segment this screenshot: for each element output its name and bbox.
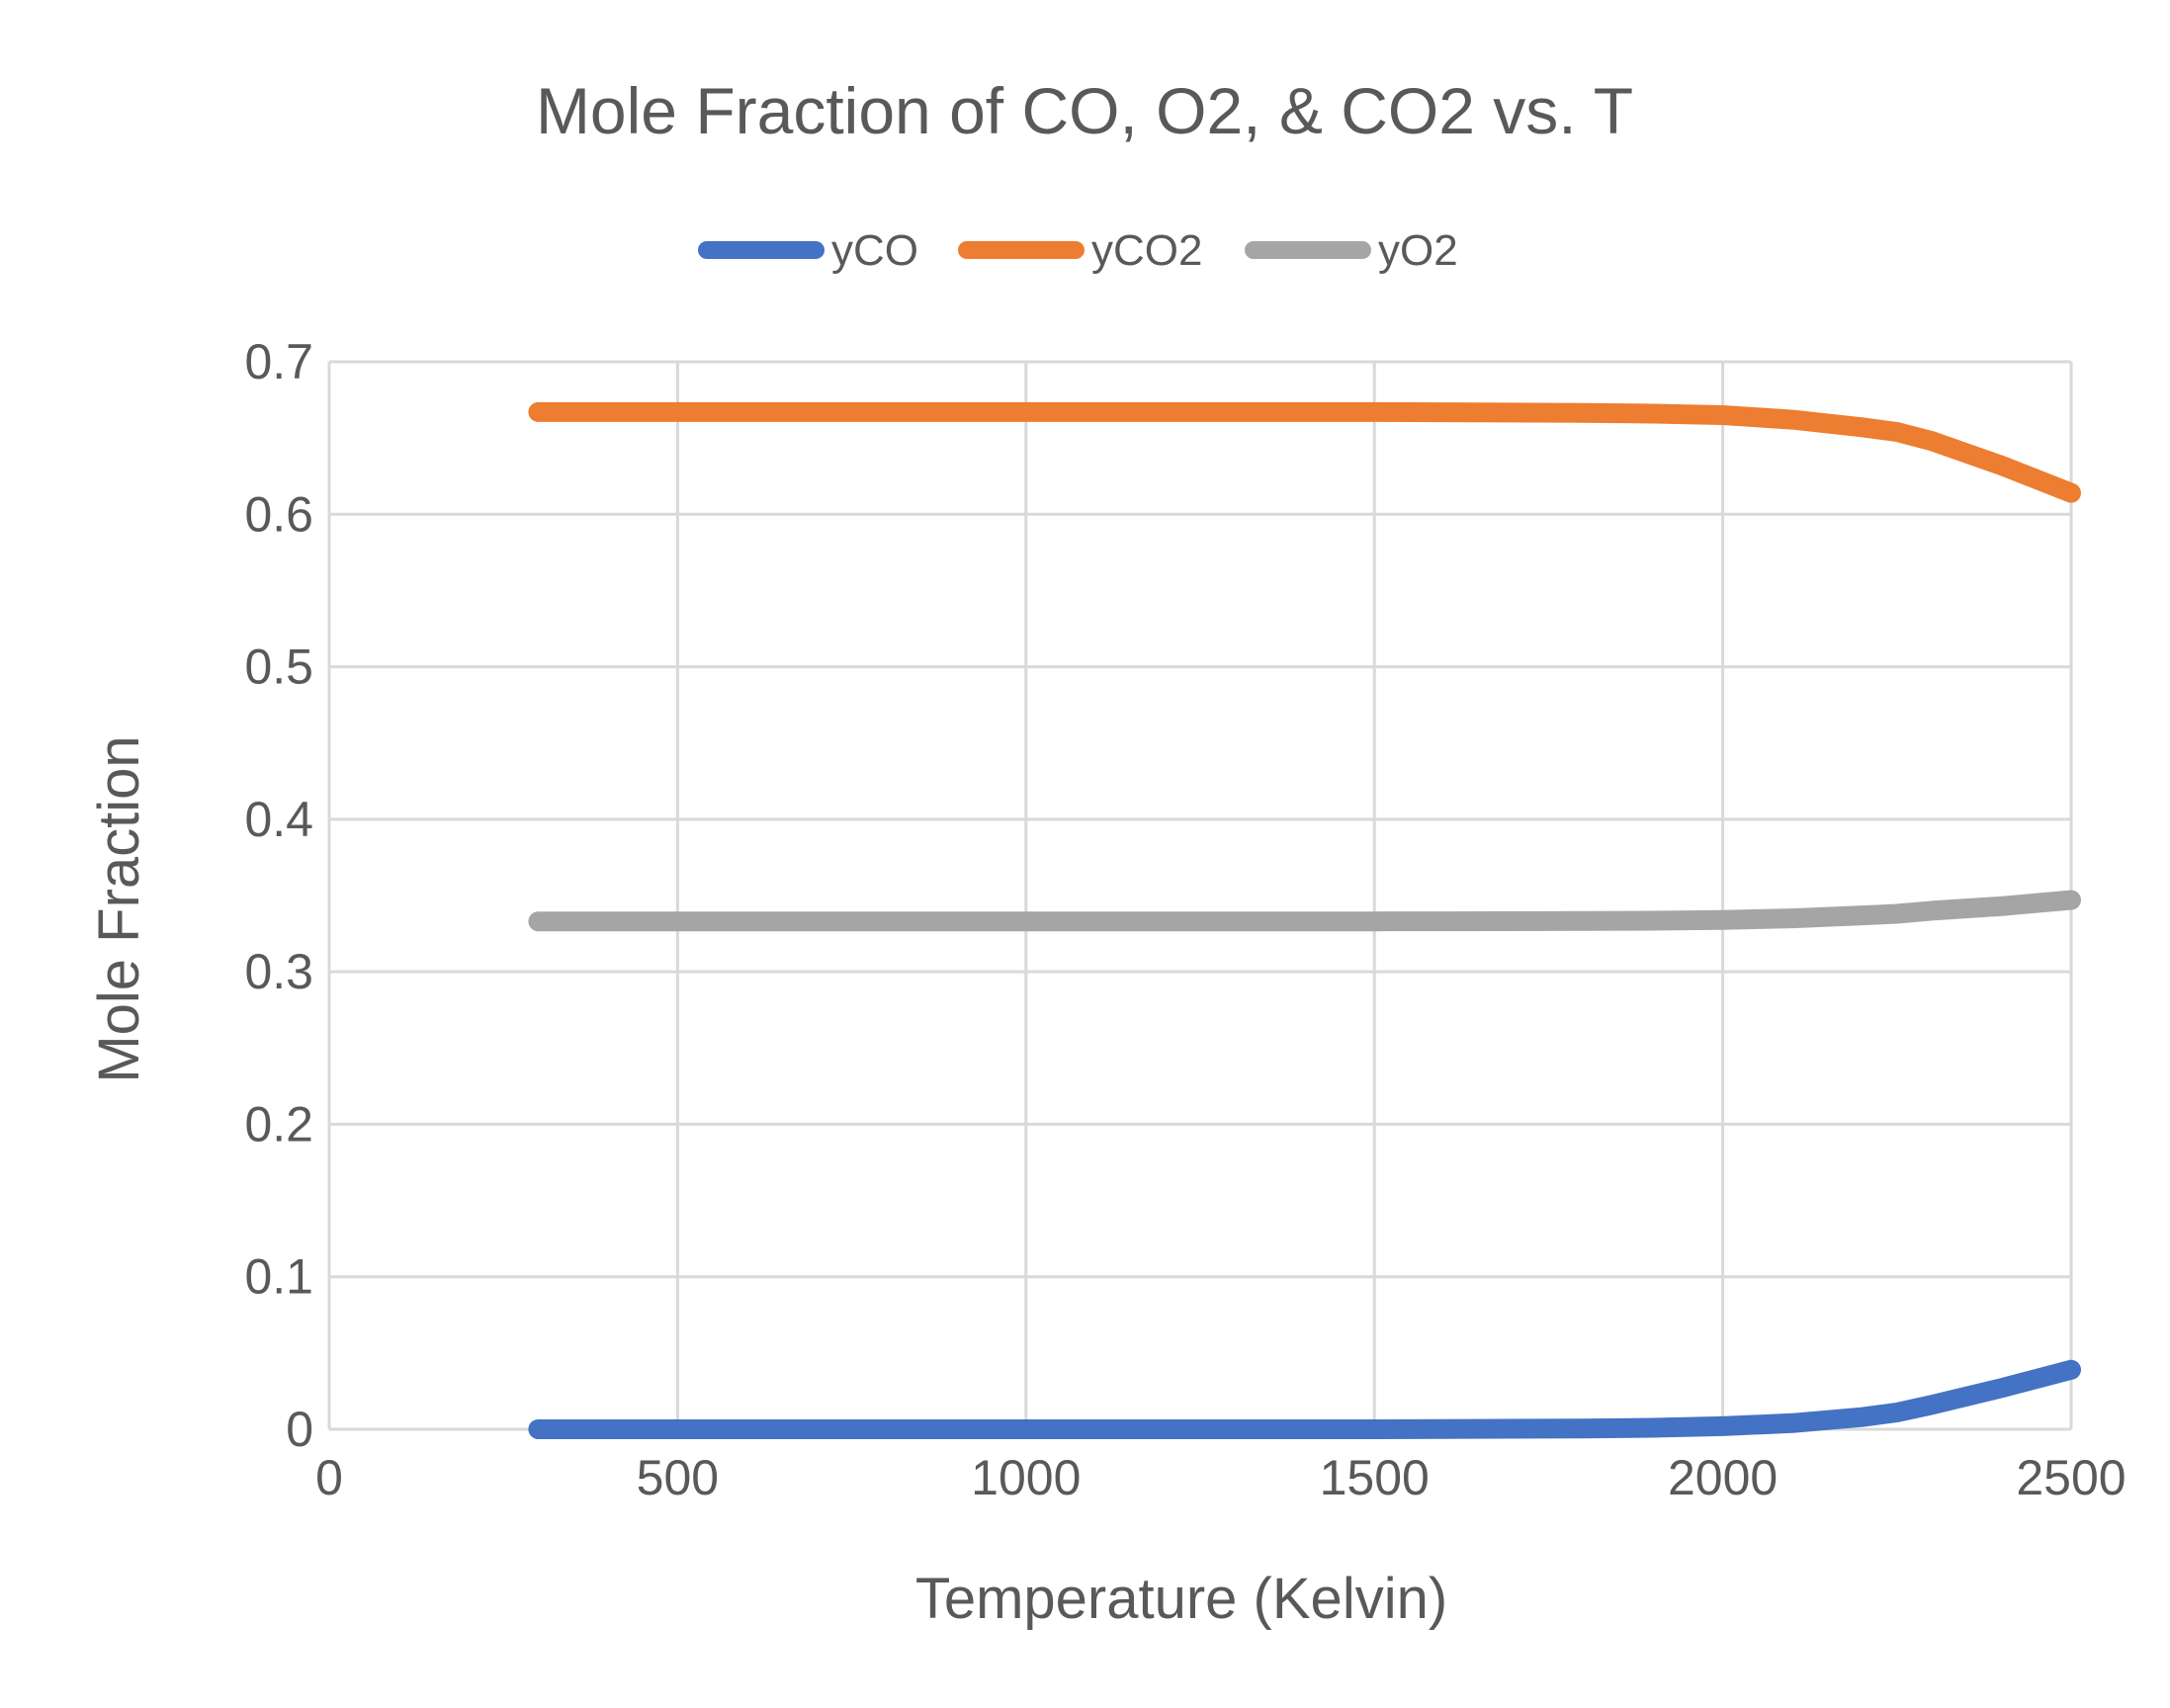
- y-tick-label: 0.6: [244, 486, 313, 542]
- x-tick-label: 1000: [971, 1450, 1081, 1505]
- x-tick-label: 0: [315, 1450, 343, 1505]
- y-axis-ticks: 0 0.1 0.2 0.3 0.4 0.5 0.6 0.7: [244, 334, 313, 1457]
- x-tick-label: 2500: [2016, 1450, 2126, 1505]
- x-tick-label: 2000: [1668, 1450, 1778, 1505]
- legend: yCO yCO2 yO2: [698, 226, 1458, 275]
- x-axis-ticks: 0 500 1000 1500 2000 2500: [315, 1450, 2127, 1505]
- chart-title: Mole Fraction of CO, O2, & CO2 vs. T: [536, 74, 1633, 147]
- x-tick-label: 1500: [1320, 1450, 1430, 1505]
- y-tick-label: 0.4: [244, 792, 313, 847]
- x-axis-title: Temperature (Kelvin): [915, 1567, 1447, 1631]
- series-line-yCO2: [528, 401, 2081, 503]
- series-line-yO2: [528, 890, 2081, 932]
- legend-label-yCO2: yCO2: [1091, 226, 1202, 275]
- gridlines: [327, 360, 2073, 1431]
- y-axis-title: Mole Fraction: [87, 735, 151, 1082]
- y-tick-label: 0.2: [244, 1096, 313, 1152]
- legend-label-yO2: yO2: [1378, 226, 1458, 275]
- series-lines: [528, 401, 2081, 1439]
- y-tick-label: 0: [286, 1402, 313, 1457]
- y-tick-label: 0.7: [244, 334, 313, 389]
- y-tick-label: 0.1: [244, 1249, 313, 1305]
- y-tick-label: 0.5: [244, 640, 313, 695]
- y-tick-label: 0.3: [244, 944, 313, 999]
- x-tick-label: 500: [637, 1450, 719, 1505]
- series-line-yCO: [528, 1359, 2081, 1439]
- legend-label-yCO: yCO: [831, 226, 918, 275]
